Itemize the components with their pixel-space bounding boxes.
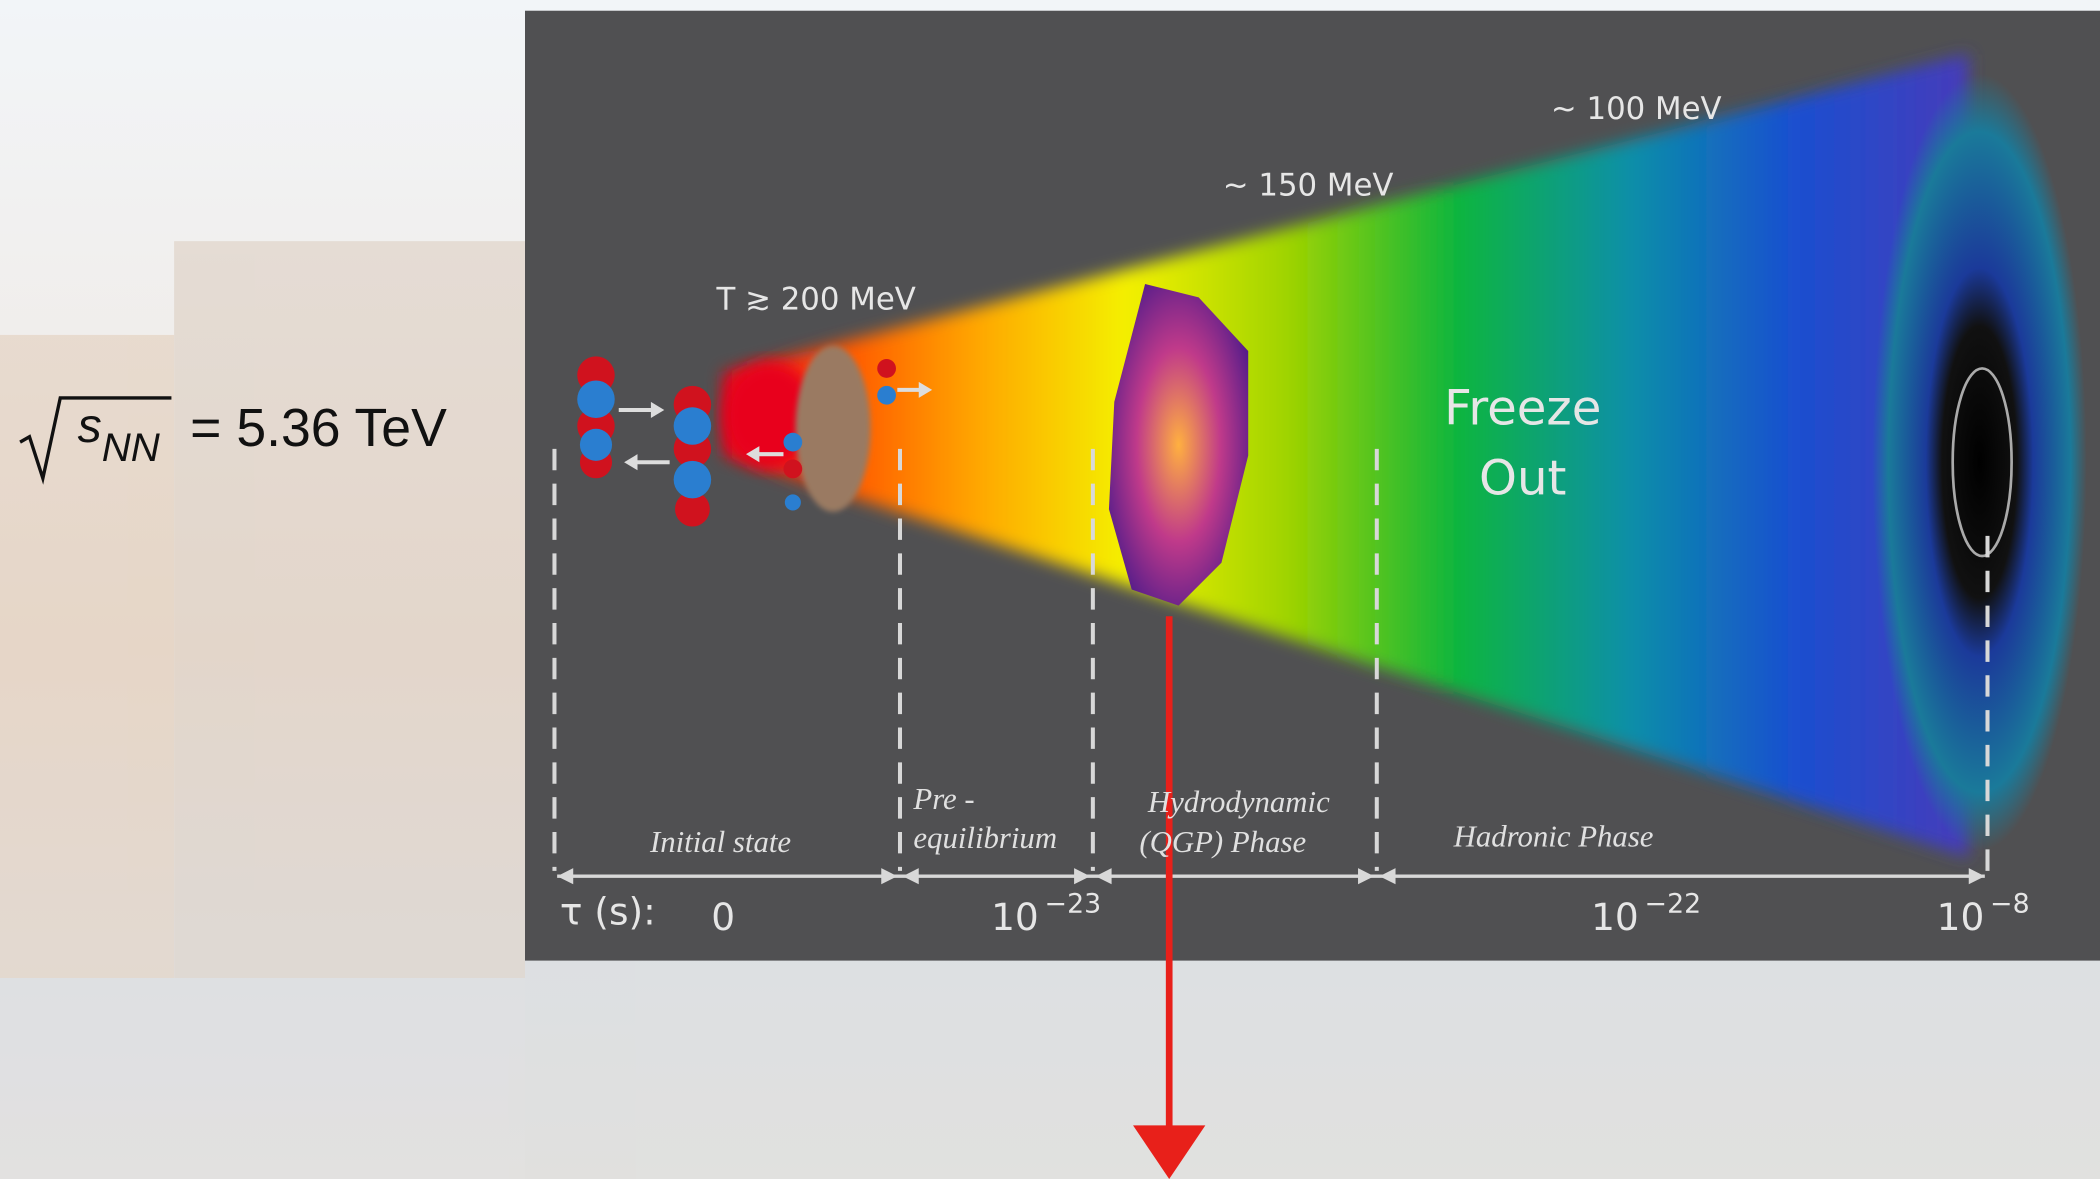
formula-value: = 5.36 TeV (190, 398, 447, 458)
time-tick: 10 (991, 895, 1039, 939)
glasma (796, 346, 871, 512)
phase-label: Initial state (649, 825, 791, 859)
time-tick: 10 (1937, 895, 1985, 939)
phase-label: Hadronic Phase (1453, 820, 1654, 854)
time-tick-exponent: −8 (1990, 888, 2029, 919)
phase-label: Hydrodynamic (1147, 785, 1330, 819)
time-tick-exponent: −22 (1645, 888, 1702, 919)
temperature-label: T ≳ 200 MeV (716, 281, 916, 317)
formula-s: s (78, 399, 102, 453)
formula-subscript: NN (102, 425, 161, 470)
temperature-label: ~ 100 MeV (1551, 91, 1722, 127)
phase-label: Pre - (912, 782, 974, 816)
slide: s NN = 5.36 TeV T ≳ 200 MeV ~ 150 MeV ~ … (0, 0, 2100, 1179)
temperature-label: ~ 150 MeV (1223, 168, 1394, 204)
phase-label: equilibrium (913, 821, 1057, 855)
freeze-out-label: Freeze (1444, 381, 1601, 437)
phase-label: (QGP) Phase (1139, 825, 1306, 859)
page: {"formula":{"radicand":"s","subscript":"… (0, 0, 2100, 1179)
detector-event (1872, 74, 2086, 851)
freeze-out-label: Out (1479, 450, 1566, 506)
time-tick-exponent: −23 (1045, 888, 1102, 919)
time-tick: 10 (1591, 895, 1639, 939)
time-axis-label: τ (s): (560, 889, 656, 933)
time-tick: 0 (711, 895, 735, 939)
